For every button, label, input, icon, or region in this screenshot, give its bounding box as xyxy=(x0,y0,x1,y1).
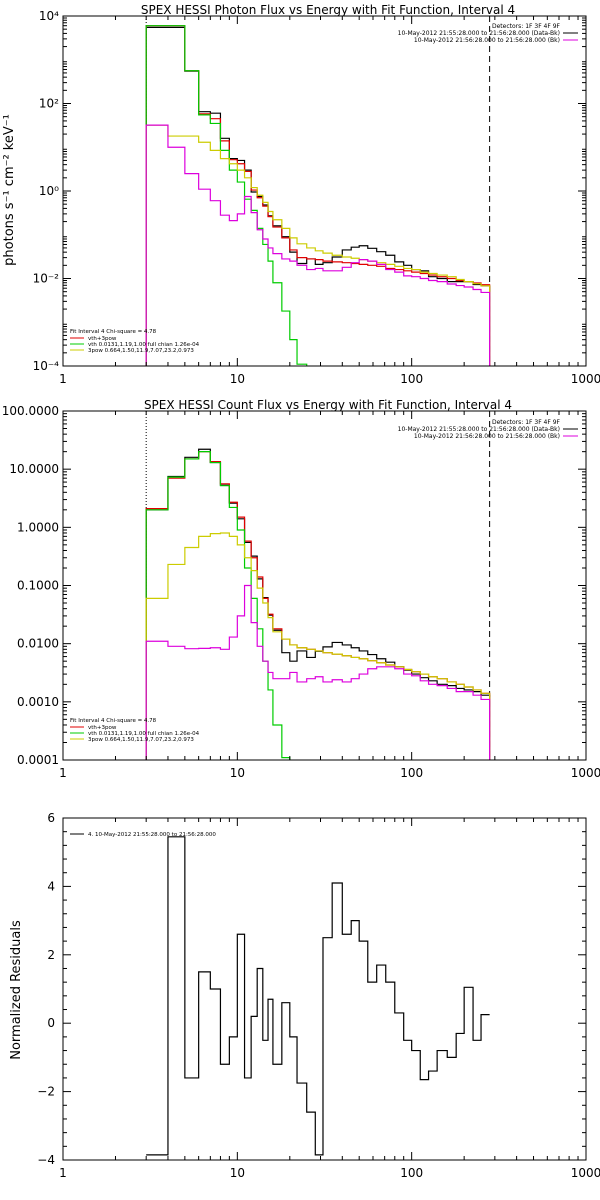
count-flux-panel: SPEX HESSI Count Flux vs Energy with Fit… xyxy=(2,398,600,780)
y-tick-label: 10⁻² xyxy=(33,272,60,286)
plot-frame xyxy=(62,15,587,367)
legend-3pow: 3pow 0.664,1.50,11.9,7.07,23.2,0.973 xyxy=(88,348,194,354)
y-tick-label: 0.1000 xyxy=(17,579,59,593)
header-bk-interval: 10-May-2012 21:56:28.000 to 21:56:28.000… xyxy=(414,37,560,44)
x-tick-label: 10 xyxy=(230,766,245,780)
x-tick-label: 1000 xyxy=(571,1166,600,1180)
header-detectors: Detectors: 1F 3F 4F 9F xyxy=(492,419,561,426)
y-tick-label: −2 xyxy=(37,1085,55,1099)
x-tick-label: 1 xyxy=(59,766,67,780)
x-tick-label: 10 xyxy=(230,1166,245,1180)
x-tick-label: 1000 xyxy=(571,766,600,780)
series-2-line xyxy=(145,451,291,760)
legend-fit-interval: Fit Interval 4 Chi-square = 4.78 xyxy=(70,329,157,335)
header-detectors: Detectors: 1F 3F 4F 9F xyxy=(492,23,561,30)
photon-flux-ylabel: photons s⁻¹ cm⁻² keV⁻¹ xyxy=(2,114,17,266)
y-tick-label: 1.0000 xyxy=(17,520,59,534)
header-data-interval: 10-May-2012 21:55:28.000 to 21:56:28.000… xyxy=(398,426,560,433)
y-tick-label: 10⁻⁴ xyxy=(33,359,60,373)
y-tick-label: 10.0000 xyxy=(9,462,59,476)
plot-frame xyxy=(62,410,587,761)
x-tick-label: 10 xyxy=(230,372,245,386)
residuals-panel: Normalized Residuals 1 10 100 1000−4−20246 … xyxy=(9,811,600,1180)
y-tick-label: 2 xyxy=(47,948,55,962)
legend-vth: vth 0.0131,1.19,1.00 full chian 1.26e-04 xyxy=(88,342,200,348)
y-tick-label: 10² xyxy=(39,97,59,111)
x-tick-label: 100 xyxy=(400,766,423,780)
series-0-line xyxy=(145,448,491,760)
y-tick-label: −4 xyxy=(37,1153,55,1167)
legend-total: vth+3pow xyxy=(88,725,117,731)
x-tick-label: 1 xyxy=(59,372,67,386)
photon-flux-legend: Fit Interval 4 Chi-square = 4.78 vth+3po… xyxy=(70,329,200,354)
photon-flux-header: Detectors: 1F 3F 4F 9F 10-May-2012 21:55… xyxy=(398,23,578,44)
series-0-line xyxy=(145,26,491,366)
plot-frame xyxy=(62,817,587,1161)
x-tick-label: 100 xyxy=(400,1166,423,1180)
legend-fit-interval: Fit Interval 4 Chi-square = 4.78 xyxy=(70,718,157,724)
legend-total: vth+3pow xyxy=(88,336,117,342)
count-flux-legend: Fit Interval 4 Chi-square = 4.78 vth+3po… xyxy=(70,718,200,743)
x-tick-label: 100 xyxy=(400,372,423,386)
series-1-line xyxy=(145,451,491,760)
photon-flux-panel: SPEX HESSI Photon Flux vs Energy with Fi… xyxy=(2,3,600,386)
series-3-line xyxy=(145,532,491,760)
series-0-line xyxy=(146,836,490,1156)
series-4-line xyxy=(145,124,491,366)
x-tick-label: 1 xyxy=(59,1166,67,1180)
legend-3pow: 3pow 0.664,1.50,11.9,7.07,23.2,0.973 xyxy=(88,737,194,743)
residuals-ylabel: Normalized Residuals xyxy=(9,920,24,1060)
y-tick-label: 100.0000 xyxy=(2,404,59,418)
y-tick-label: 6 xyxy=(47,811,55,825)
y-tick-label: 4 xyxy=(47,879,55,893)
residuals-legend: 4. 10-May-2012 21:55:28.000 to 21:56:28.… xyxy=(70,832,216,838)
y-tick-label: 0.0100 xyxy=(17,637,59,651)
legend-residual: 4. 10-May-2012 21:55:28.000 to 21:56:28.… xyxy=(88,832,216,838)
count-flux-header: Detectors: 1F 3F 4F 9F 10-May-2012 21:55… xyxy=(398,419,578,440)
y-tick-label: 10⁰ xyxy=(39,184,59,198)
series-4-line xyxy=(145,584,491,760)
header-data-interval: 10-May-2012 21:55:28.000 to 21:56:28.000… xyxy=(398,30,560,37)
y-tick-label: 0.0001 xyxy=(17,753,59,767)
legend-vth: vth 0.0131,1.19,1.00 full chian 1.26e-04 xyxy=(88,731,200,737)
header-bk-interval: 10-May-2012 21:56:28.000 to 21:56:28.000… xyxy=(414,433,560,440)
series-2-line xyxy=(145,25,308,366)
series-3-line xyxy=(145,124,491,366)
y-tick-label: 0 xyxy=(47,1016,55,1030)
x-tick-label: 1000 xyxy=(571,372,600,386)
series-1-line xyxy=(145,25,491,366)
y-tick-label: 10⁴ xyxy=(39,9,59,23)
y-tick-label: 0.0010 xyxy=(17,695,59,709)
count-flux-title: SPEX HESSI Count Flux vs Energy with Fit… xyxy=(144,398,512,412)
photon-flux-title: SPEX HESSI Photon Flux vs Energy with Fi… xyxy=(141,3,515,17)
